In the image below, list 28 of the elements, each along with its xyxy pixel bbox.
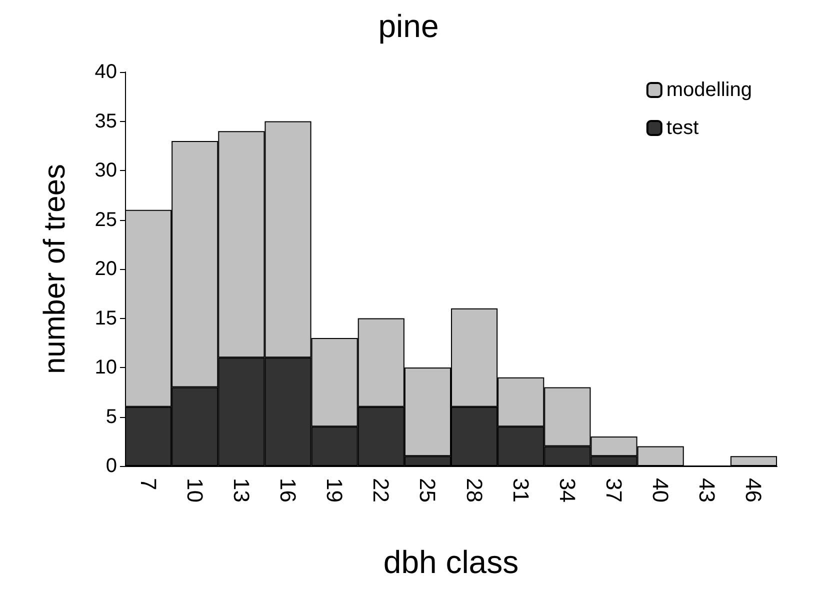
y-tick-label: 10 <box>94 356 117 378</box>
legend-label: modelling <box>666 79 752 101</box>
x-tick-label: 16 <box>276 478 300 502</box>
y-tick-label: 20 <box>94 258 117 280</box>
x-tick-label: 43 <box>694 478 720 502</box>
y-tick-label: 35 <box>94 110 117 132</box>
x-tick-label: 28 <box>462 478 487 502</box>
x-tick-label: 7 <box>136 478 161 490</box>
x-tick-label: 19 <box>322 478 348 502</box>
x-tick-label: 37 <box>602 478 626 502</box>
y-tick-label: 25 <box>94 208 117 231</box>
chart-title: pine <box>378 8 439 44</box>
x-tick-label: 31 <box>508 478 534 502</box>
y-tick-label: 0 <box>106 455 117 477</box>
x-tick-label: 46 <box>741 478 766 502</box>
legend-label: test <box>666 117 700 139</box>
x-tick-label: 34 <box>554 478 580 502</box>
y-tick-label: 5 <box>106 406 117 428</box>
y-axis-title: number of trees <box>38 164 72 374</box>
x-tick-label: 40 <box>648 478 674 502</box>
x-axis-title: dbh class <box>383 544 519 580</box>
x-tick-label: 22 <box>368 478 394 502</box>
y-tick-label: 40 <box>94 61 117 83</box>
y-tick-label: 15 <box>94 307 117 330</box>
x-tick-label: 10 <box>182 478 208 502</box>
x-tick-label: 13 <box>228 478 254 502</box>
x-tick-label: 25 <box>415 478 440 502</box>
y-tick-label: 30 <box>94 160 117 182</box>
